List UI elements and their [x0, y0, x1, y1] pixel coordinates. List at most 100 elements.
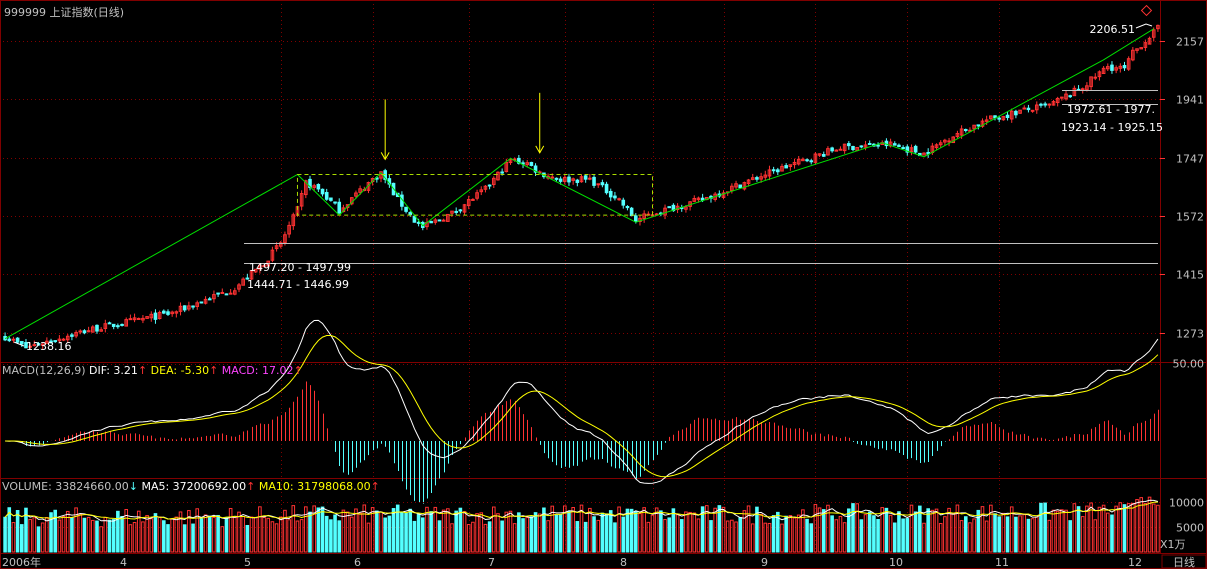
candle-body	[132, 317, 137, 321]
volume-bar	[462, 511, 467, 553]
candle-body	[1135, 48, 1139, 51]
volume-bar	[646, 521, 651, 553]
candle-body	[1018, 109, 1022, 114]
volume-bar	[554, 514, 559, 553]
volume-bar	[182, 524, 187, 553]
volume-bar	[897, 511, 901, 553]
volume-ma10-line	[4, 501, 1158, 520]
candle-body	[901, 147, 905, 150]
x-label-8: 11	[995, 556, 1009, 569]
volume-bar	[1093, 519, 1098, 553]
candle-body	[579, 176, 584, 183]
candle-body	[1105, 66, 1110, 70]
price-tick-label-4: 1415	[1176, 269, 1204, 282]
volume-bar	[1139, 497, 1143, 553]
volume-bar	[287, 519, 291, 553]
candle-body	[517, 157, 521, 164]
volume-bar	[1101, 504, 1106, 553]
volume-bar	[989, 504, 993, 553]
candle-body	[692, 198, 697, 202]
volume-bar	[959, 520, 964, 553]
candle-body	[1026, 107, 1031, 111]
candle-body	[1030, 109, 1035, 112]
period-button-label[interactable]: 日线	[1173, 555, 1195, 569]
volume-bar	[408, 508, 413, 553]
volume-bar	[867, 511, 872, 553]
candle-body	[976, 124, 981, 127]
volume-bar	[1147, 496, 1152, 553]
candle-body	[274, 245, 279, 250]
candle-body	[437, 219, 442, 222]
candle-body	[40, 343, 45, 346]
candle-body	[441, 219, 446, 222]
volume-bar	[337, 520, 342, 553]
candle-body	[283, 234, 287, 244]
volume-bar	[258, 506, 262, 553]
volume-bar	[826, 504, 830, 553]
volume-bar	[634, 510, 638, 553]
candle-body	[178, 305, 183, 312]
volume-bar	[671, 508, 676, 553]
candle-body	[867, 143, 872, 146]
volume-bar	[972, 518, 976, 553]
volume-bar	[166, 524, 170, 553]
candle-body	[249, 270, 254, 280]
volume-bar	[32, 517, 37, 553]
volume-bar	[705, 505, 709, 553]
volume-bar	[922, 522, 926, 553]
volume-bar	[49, 512, 53, 553]
volume-bar	[195, 508, 200, 553]
candle-body	[730, 185, 734, 192]
candle-body	[65, 335, 70, 341]
volume-bar	[345, 511, 350, 553]
volume-bar	[99, 526, 103, 553]
price-tick-label-5: 1273	[1176, 328, 1204, 341]
volume-bar	[341, 509, 346, 553]
volume-bar	[842, 522, 847, 553]
volume-bar	[884, 507, 889, 553]
candle-body	[157, 311, 162, 319]
candle-body	[521, 162, 525, 165]
candle-body	[1022, 107, 1027, 110]
candle-body	[166, 311, 170, 315]
volume-unit-label: X1万	[1160, 538, 1186, 551]
volume-bar	[1156, 504, 1160, 553]
candle-body	[57, 338, 62, 342]
volume-bar	[629, 508, 634, 553]
volume-bar	[542, 507, 546, 553]
candle-body	[738, 184, 743, 189]
volume-bar	[1039, 502, 1043, 553]
candle-body	[909, 147, 914, 153]
candle-body	[496, 171, 500, 181]
volume-bar	[91, 519, 95, 553]
volume-bar	[1131, 502, 1135, 553]
volume-legend: VOLUME: 33824660.00↓ MA5: 37200692.00↑ M…	[2, 480, 380, 493]
candle-body	[642, 213, 646, 219]
volume-bar	[796, 514, 801, 553]
candle-body	[61, 338, 66, 341]
candle-body	[955, 133, 960, 137]
volume-bar	[295, 520, 300, 553]
volume-bar	[78, 513, 83, 553]
volume-bar	[471, 521, 475, 553]
volume-bar	[395, 504, 400, 553]
x-label-9: 12	[1128, 556, 1142, 569]
candle-body	[1097, 71, 1102, 78]
volume-bar	[780, 523, 784, 553]
candle-body	[763, 174, 768, 178]
candle-body	[596, 183, 601, 186]
candle-body	[1126, 58, 1131, 70]
volume-bar	[136, 510, 141, 553]
candle-body	[784, 165, 788, 169]
candle-body	[312, 185, 316, 188]
candle-body	[980, 120, 985, 127]
candle-body	[237, 284, 241, 290]
volume-bar	[241, 516, 245, 553]
low-marker-line	[13, 341, 25, 347]
low-label: 1238.16	[26, 340, 72, 353]
candle-body	[324, 192, 329, 200]
volume-bar	[1080, 516, 1085, 553]
macd-tick-label: 50.00	[1173, 358, 1205, 371]
candle-body	[24, 342, 28, 349]
